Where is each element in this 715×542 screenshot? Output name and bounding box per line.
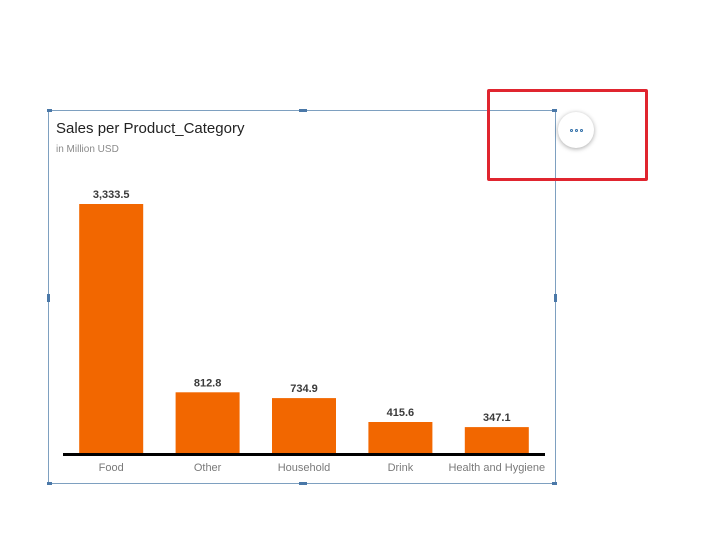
chart-title: Sales per Product_Category <box>56 120 245 137</box>
bar-food[interactable] <box>79 204 144 453</box>
category-label: Other <box>194 462 222 474</box>
resize-handle-top-left[interactable] <box>47 109 52 112</box>
data-label: 734.9 <box>290 383 318 395</box>
resize-handle-top-right[interactable] <box>552 109 557 112</box>
more-horizontal-icon <box>569 128 583 132</box>
resize-handle-right[interactable] <box>554 294 557 302</box>
chart-widget[interactable]: Sales per Product_Category in Million US… <box>47 109 557 485</box>
data-label: 3,333.5 <box>93 189 130 201</box>
resize-handle-top[interactable] <box>299 109 307 112</box>
resize-handle-bottom-right[interactable] <box>552 482 557 485</box>
resize-handle-bottom[interactable] <box>299 482 307 485</box>
category-label: Food <box>99 462 124 474</box>
chart-subtitle: in Million USD <box>56 144 119 155</box>
bar-drink[interactable] <box>368 422 433 453</box>
highlight-annotation <box>487 89 648 181</box>
bar-health-and-hygiene[interactable] <box>464 427 529 453</box>
more-options-button[interactable] <box>558 112 594 148</box>
bar-household[interactable] <box>272 398 336 453</box>
category-label: Drink <box>388 462 414 474</box>
data-label: 812.8 <box>194 377 222 389</box>
resize-handle-left[interactable] <box>47 294 50 302</box>
bar-chart-plot: 3,333.5 Food 812.8 Other 734.9 Household 415.6… <box>63 189 545 474</box>
category-label: Health and Hygiene <box>448 462 545 474</box>
data-label: 347.1 <box>483 412 511 424</box>
category-label: Household <box>278 462 331 474</box>
bar-other[interactable] <box>175 392 240 453</box>
resize-handle-bottom-left[interactable] <box>47 482 52 485</box>
data-label: 415.6 <box>387 407 415 419</box>
